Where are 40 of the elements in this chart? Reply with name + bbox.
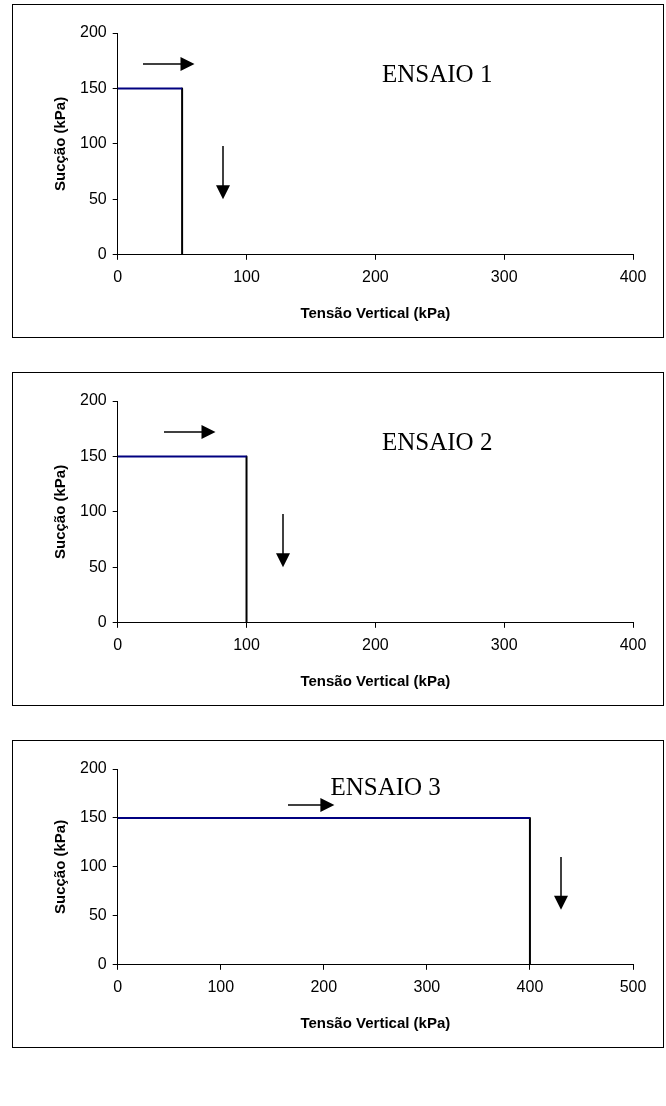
- y-tick-label: 200: [79, 759, 107, 777]
- y-tick-label: 150: [79, 808, 107, 826]
- x-tick-label: 300: [490, 267, 518, 285]
- y-tick-label: 100: [79, 502, 107, 520]
- x-tick-label: 0: [113, 635, 123, 653]
- x-tick-label: 200: [362, 635, 389, 653]
- x-tick-label: 200: [310, 977, 338, 995]
- y-axis-title: Sucção (kPa): [51, 96, 69, 192]
- y-tick-label: 200: [79, 23, 107, 41]
- y-tick-label: 150: [79, 78, 107, 96]
- y-tick-label: 100: [79, 857, 107, 875]
- x-tick-label: 0: [113, 267, 123, 285]
- y-axis-title: Sucção (kPa): [51, 819, 69, 915]
- x-axis-title: Tensão Vertical (kPa): [300, 304, 451, 322]
- x-tick-label: 100: [233, 267, 260, 285]
- x-tick-label: 500: [619, 977, 647, 995]
- x-axis-title: Tensão Vertical (kPa): [300, 1014, 451, 1032]
- y-tick-label: 0: [97, 245, 107, 263]
- x-tick-label: 400: [516, 977, 544, 995]
- y-axis-title: Sucção (kPa): [51, 464, 69, 560]
- y-tick-label: 200: [79, 391, 107, 409]
- annotation: ENSAIO 1: [381, 59, 493, 87]
- x-tick-label: 100: [207, 977, 235, 995]
- y-tick-label: 50: [88, 906, 107, 924]
- y-tick-label: 50: [88, 557, 107, 575]
- x-tick-label: 400: [619, 635, 647, 653]
- y-tick-label: 50: [88, 189, 107, 207]
- y-tick-label: 150: [79, 446, 107, 464]
- x-tick-label: 300: [490, 635, 518, 653]
- y-tick-label: 0: [97, 955, 107, 973]
- x-axis-title: Tensão Vertical (kPa): [300, 672, 451, 690]
- y-tick-label: 100: [79, 134, 107, 152]
- x-tick-label: 200: [362, 267, 389, 285]
- y-tick-label: 0: [97, 613, 107, 631]
- x-tick-label: 300: [413, 977, 441, 995]
- annotation: ENSAIO 3: [330, 773, 441, 801]
- x-tick-label: 400: [619, 267, 647, 285]
- annotation: ENSAIO 2: [381, 427, 493, 455]
- x-tick-label: 100: [233, 635, 260, 653]
- x-tick-label: 0: [113, 977, 123, 995]
